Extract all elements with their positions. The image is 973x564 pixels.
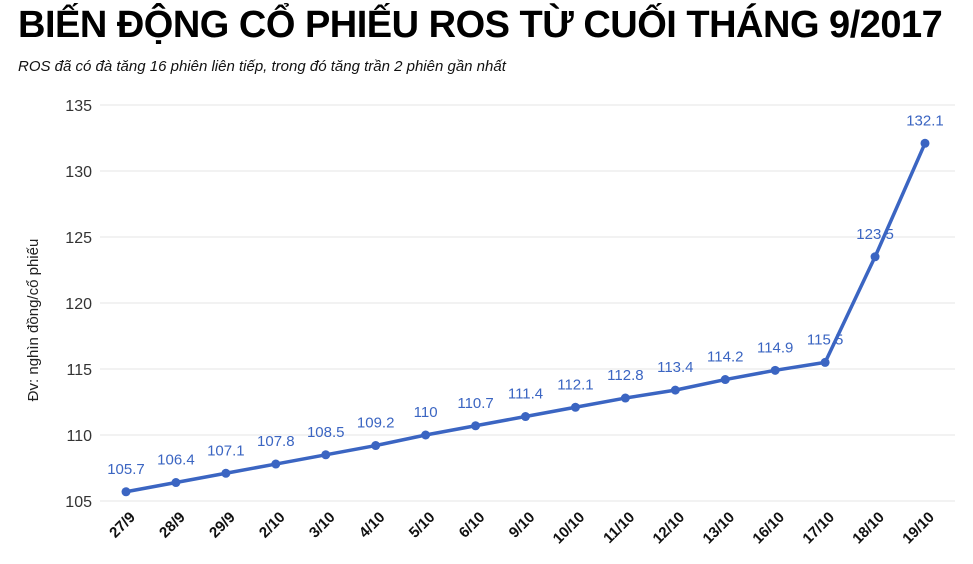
x-tick-label: 3/10 [306,509,339,542]
x-tick-label: 10/10 [550,509,589,548]
data-label: 112.8 [607,367,643,384]
data-label: 107.8 [257,433,295,450]
data-label: 112.1 [557,376,593,393]
data-point [471,421,481,431]
data-point [870,252,880,262]
data-label: 132.1 [906,112,944,129]
data-point [171,478,181,488]
data-point [321,450,331,460]
x-tick-label: 13/10 [700,509,739,548]
data-label: 114.9 [757,339,793,356]
x-tick-label: 19/10 [899,509,938,548]
data-point [271,459,281,469]
x-tick-label: 28/9 [156,509,189,542]
y-tick-label: 130 [65,164,92,181]
x-tick-label: 11/10 [600,509,638,547]
x-tick-label: 18/10 [849,509,888,548]
data-label: 114.2 [707,349,743,366]
y-tick-label: 115 [66,362,92,379]
y-tick-label: 105 [65,494,92,511]
y-tick-label: 135 [65,98,92,115]
chart-title: BIẾN ĐỘNG CỔ PHIẾU ROS TỪ CUỐI THÁNG 9/2… [18,4,943,46]
x-tick-label: 4/10 [356,509,389,542]
data-point [221,468,231,478]
y-axis-label: Đv: nghìn đồng/cổ phiếu [25,239,42,402]
data-label: 109.2 [357,415,395,432]
data-label: 105.7 [107,461,145,478]
data-label: 123.5 [856,226,894,243]
series-line [125,142,927,494]
data-label: 115.5 [807,331,843,348]
data-point [421,430,431,440]
x-tick-label: 2/10 [256,509,289,542]
x-tick-label: 5/10 [406,509,439,542]
data-point [920,138,930,148]
y-tick-label: 110 [66,428,92,445]
y-tick-label: 120 [65,296,92,313]
chart-subtitle: ROS đã có đà tăng 16 phiên liên tiếp, tr… [18,58,506,75]
x-tick-label: 17/10 [799,509,838,548]
data-label: 108.5 [307,424,345,441]
x-tick-label: 6/10 [456,509,489,542]
x-tick-label: 12/10 [650,509,689,548]
data-label: 111.4 [508,386,543,403]
data-label: 113.4 [657,359,693,376]
data-point [371,441,381,451]
data-point [820,357,830,367]
x-tick-label: 27/9 [106,509,139,542]
data-point [570,402,580,412]
data-point [770,365,780,375]
data-point [720,375,730,385]
data-label: 110.7 [457,395,493,412]
x-tick-label: 16/10 [749,509,788,548]
data-point [620,393,630,403]
data-point [670,385,680,395]
y-tick-label: 125 [65,230,92,247]
data-label: 106.4 [157,452,195,469]
x-tick-label: 29/9 [206,509,239,542]
data-label: 107.1 [207,442,245,459]
data-label: 110 [414,404,438,421]
x-tick-label: 9/10 [506,509,539,542]
data-point [521,412,530,422]
data-point [121,487,131,497]
